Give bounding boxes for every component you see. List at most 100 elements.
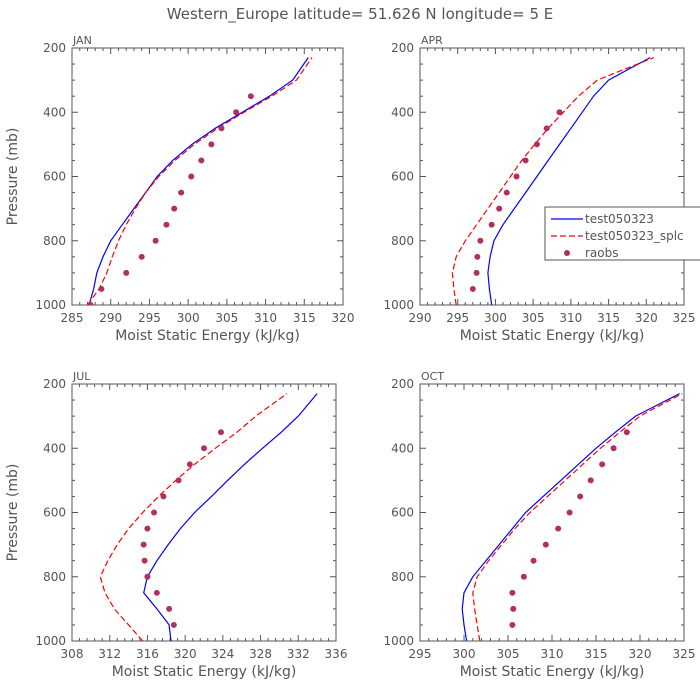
raobs-point (556, 109, 563, 116)
test050323-line (461, 393, 680, 641)
y-tick-label: 1000 (383, 634, 414, 648)
y-tick-label: 600 (43, 506, 66, 520)
raobs-point (160, 493, 167, 500)
raobs-point (599, 461, 606, 468)
raobs-point (513, 173, 520, 180)
raobs-point (566, 509, 573, 516)
raobs-point (171, 205, 178, 212)
y-tick-label: 400 (391, 105, 414, 119)
y-tick-label: 1000 (35, 298, 66, 312)
x-tick-label: 316 (136, 647, 159, 661)
raobs-point (577, 493, 584, 500)
x-tick-label: 320 (629, 647, 652, 661)
raobs-point (170, 621, 177, 628)
plot-frame (71, 47, 344, 306)
plot-data (461, 393, 683, 641)
y-tick-label: 200 (391, 377, 414, 391)
raobs-point (503, 189, 510, 196)
raobs-point (623, 429, 630, 436)
raobs-point (520, 573, 527, 580)
x-tick-label: 305 (215, 311, 238, 325)
x-axis-title: Moist Static Energy (kJ/kg) (460, 328, 645, 344)
raobs-point (473, 269, 480, 276)
x-tick-label: 325 (673, 311, 696, 325)
raobs-point (151, 509, 158, 516)
panel-jul: JUL 308 312 316 320 324 328 332 336 200 400 600 800 1… (5, 370, 347, 680)
test050323-splc-line (472, 393, 683, 641)
raobs-point (555, 525, 562, 532)
x-tick-label: 308 (61, 647, 84, 661)
raobs-point (218, 125, 225, 132)
x-tick-label: 320 (635, 311, 658, 325)
raobs-point (198, 157, 205, 164)
panel-jan: JAN 285 290 295 300 305 310 315 320 200 400 600 800 1… (5, 34, 354, 344)
y-tick-label: 200 (43, 377, 66, 391)
x-tick-label: 305 (497, 647, 520, 661)
test050323-splc-line (99, 393, 288, 641)
raobs-point (141, 557, 148, 564)
plot-frame (419, 47, 685, 306)
y-axis-title: Pressure (mb) (5, 128, 21, 226)
y-tick-label: 600 (43, 170, 66, 184)
x-tick-label: 324 (211, 647, 234, 661)
x-tick-label: 300 (453, 647, 476, 661)
x-tick-label: 290 (409, 311, 432, 325)
raobs-point (509, 621, 516, 628)
y-tick-label: 200 (391, 41, 414, 55)
raobs-point (610, 445, 617, 452)
x-tick-label: 285 (61, 311, 84, 325)
x-tick-label: 312 (98, 647, 121, 661)
x-tick-label: 315 (597, 311, 620, 325)
raobs-point (144, 525, 151, 532)
test050323-splc-line (87, 57, 313, 305)
test050323-splc-line (451, 57, 655, 305)
figure-title: Western_Europe latitude= 51.626 N longit… (167, 5, 553, 24)
y-tick-label: 800 (391, 234, 414, 248)
panel-label: APR (421, 34, 443, 47)
raobs-point (201, 445, 207, 452)
plot-frame (419, 383, 685, 642)
legend-dot-marker (564, 250, 570, 256)
x-tick-label: 290 (99, 311, 122, 325)
raobs-point (543, 125, 550, 132)
x-tick-label: 310 (254, 311, 277, 325)
y-tick-label: 600 (391, 170, 414, 184)
panel-oct: OCT 295 300 305 310 315 320 325 200 400 600 800 1000… (383, 370, 695, 680)
raobs-point (153, 589, 160, 596)
x-tick-label: 328 (249, 647, 272, 661)
panel-label: OCT (421, 370, 444, 383)
raobs-point (233, 109, 240, 116)
y-tick-label: 800 (43, 234, 66, 248)
raobs-point (208, 141, 215, 148)
raobs-point (247, 93, 254, 100)
raobs-point (496, 205, 503, 212)
raobs-point (87, 302, 94, 305)
raobs-point (166, 605, 173, 612)
panel-label: JAN (72, 34, 92, 47)
x-tick-label: 295 (138, 311, 161, 325)
x-tick-label: 315 (293, 311, 316, 325)
y-tick-label: 800 (391, 570, 414, 584)
x-tick-label: 305 (522, 311, 545, 325)
plot-frame (71, 383, 337, 642)
panel-label: JUL (72, 370, 91, 383)
raobs-point (188, 173, 195, 180)
y-tick-label: 400 (391, 441, 414, 455)
raobs-point (469, 285, 476, 292)
raobs-point (542, 541, 549, 548)
y-tick-label: 800 (43, 570, 66, 584)
raobs-point (587, 477, 594, 484)
plot-data (451, 57, 655, 305)
raobs-point (509, 589, 516, 596)
test050323-line (143, 393, 318, 641)
x-tick-label: 315 (585, 647, 608, 661)
x-tick-label: 300 (484, 311, 507, 325)
x-axis-title: Moist Static Energy (kJ/kg) (112, 664, 297, 680)
y-tick-label: 400 (43, 105, 66, 119)
raobs-point (477, 237, 484, 244)
raobs-point (138, 253, 145, 260)
plot-data (87, 57, 313, 305)
raobs-point (178, 189, 185, 196)
